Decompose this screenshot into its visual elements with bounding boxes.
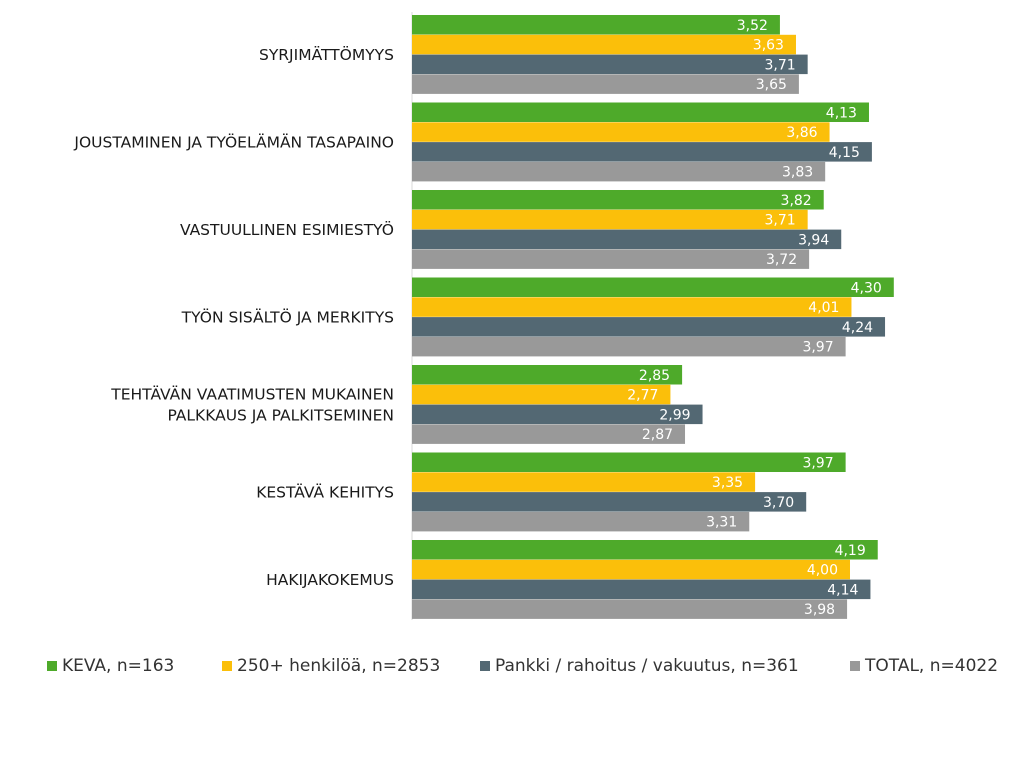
data-label: 3,94 [798, 232, 829, 248]
legend: KEVA, n=163 250+ henkilöä, n=2853 Pankki /… [0, 656, 1034, 680]
category-label: VASTUULLINEN ESIMIESTYÖ [180, 220, 394, 239]
data-label: 3,86 [786, 125, 817, 141]
bar [412, 122, 830, 142]
bar [412, 142, 872, 162]
data-label: 4,14 [827, 582, 858, 598]
data-label: 2,85 [639, 368, 670, 384]
legend-swatch [480, 661, 490, 671]
category-label: TYÖN SISÄLTÖ JA MERKITYS [181, 308, 394, 327]
bar [412, 579, 871, 600]
bar [412, 54, 808, 75]
data-label: 3,31 [706, 515, 737, 531]
data-label: 3,52 [737, 18, 768, 34]
legend-item: TOTAL, n=4022 [850, 656, 998, 676]
category-label: JOUSTAMINEN JA TYÖELÄMÄN TASAPAINO [73, 133, 394, 152]
data-label: 2,99 [659, 407, 690, 423]
legend-swatch [850, 661, 860, 671]
data-label: 4,24 [842, 320, 873, 336]
category-labels: SYRJIMÄTTÖMYYS JOUSTAMINEN JA TYÖELÄMÄN T… [73, 45, 394, 589]
bar [412, 229, 842, 250]
bar [412, 424, 686, 444]
data-label: 3,35 [712, 475, 743, 491]
bar [412, 365, 683, 385]
bar-chart: SYRJIMÄTTÖMYYS JOUSTAMINEN JA TYÖELÄMÄN T… [73, 12, 894, 620]
legend-swatch [222, 661, 232, 671]
bar [412, 249, 810, 269]
data-label: 3,82 [781, 193, 812, 209]
data-label: 4,15 [829, 145, 860, 161]
data-label: 3,98 [804, 602, 835, 618]
data-label: 3,70 [763, 495, 794, 511]
data-label: 4,19 [835, 543, 866, 559]
bar [412, 161, 826, 182]
legend-swatch [47, 661, 57, 671]
legend-label: KEVA, n=163 [62, 656, 175, 676]
category-label: KESTÄVÄ KEHITYS [256, 483, 394, 502]
legend-item: KEVA, n=163 [47, 656, 174, 676]
data-label: 4,30 [851, 280, 882, 296]
data-label: 2,77 [627, 388, 658, 404]
data-label: 3,71 [764, 213, 795, 229]
category-label: SYRJIMÄTTÖMYYS [259, 45, 394, 64]
data-label: 4,13 [826, 105, 857, 121]
bar [412, 34, 796, 55]
legend-item: Pankki / rahoitus / vakuutus, n=361 [480, 656, 799, 676]
bar [412, 102, 869, 122]
bar-series [412, 15, 894, 619]
bar [412, 511, 750, 532]
category-label: PALKKAUS JA PALKITSEMINEN [167, 407, 394, 425]
data-label: 3,65 [756, 77, 787, 93]
bar [412, 492, 807, 512]
bar [412, 15, 780, 35]
data-label: 3,97 [802, 455, 833, 471]
bar [412, 599, 848, 619]
bar [412, 190, 824, 210]
data-label: 3,72 [766, 252, 797, 268]
value-labels: 3,52 3,63 3,71 3,65 4,13 3,86 4,15 3,83 3,82 3,71… [627, 18, 882, 618]
bar [412, 384, 671, 405]
data-label: 3,71 [764, 57, 795, 73]
legend-label: 250+ henkilöä, n=2853 [237, 656, 441, 676]
bar [412, 277, 894, 297]
data-label: 3,63 [753, 38, 784, 54]
legend-label: Pankki / rahoitus / vakuutus, n=361 [495, 656, 799, 676]
bar [412, 336, 846, 357]
bar [412, 472, 756, 492]
category-label: HAKIJAKOKEMUS [266, 571, 394, 589]
bar [412, 404, 703, 425]
bar [412, 74, 799, 94]
legend-item: 250+ henkilöä, n=2853 [222, 656, 440, 676]
data-label: 3,83 [782, 165, 813, 181]
bar [412, 452, 846, 472]
bar [412, 297, 852, 317]
bar [412, 209, 808, 230]
category-label: TEHTÄVÄN VAATIMUSTEN MUKAINEN [110, 385, 394, 404]
legend-label: TOTAL, n=4022 [865, 656, 999, 676]
data-label: 4,00 [807, 563, 838, 579]
bar [412, 317, 886, 337]
bar [412, 559, 850, 580]
bar [412, 540, 878, 560]
data-label: 3,97 [802, 340, 833, 356]
data-label: 2,87 [642, 427, 673, 443]
data-label: 4,01 [808, 300, 839, 316]
